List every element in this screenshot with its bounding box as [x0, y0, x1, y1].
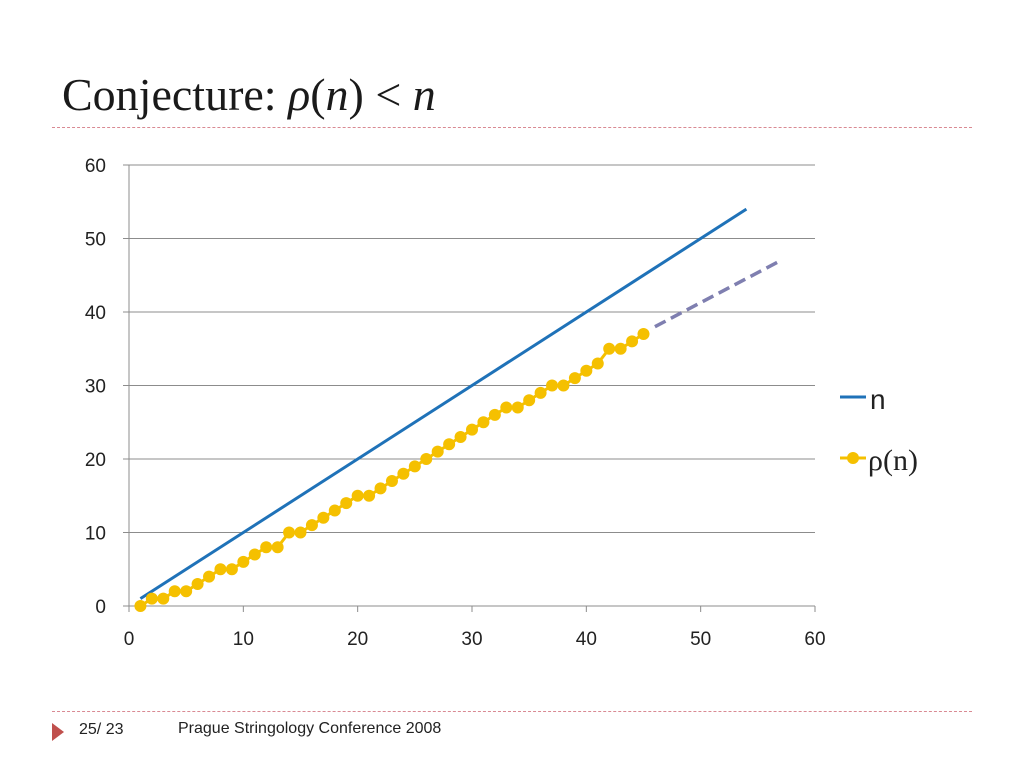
- title-rho: ρ: [288, 69, 311, 120]
- series-rho-point: [237, 555, 250, 568]
- title-less-than: <: [363, 69, 413, 120]
- x-tick-label: 20: [347, 629, 368, 650]
- series-n-line: [139, 207, 748, 600]
- series-rho-point: [603, 342, 616, 355]
- slide-title: Conjecture: ρ(n) < n: [62, 68, 436, 121]
- series-rho-point: [340, 497, 353, 510]
- title-close-paren: ): [348, 69, 364, 120]
- series-extrapolation-dashed: [654, 259, 782, 329]
- title-n-right: n: [412, 69, 436, 120]
- series-rho-point: [466, 423, 478, 436]
- footer-divider: [52, 711, 972, 712]
- title-n-argument: n: [325, 69, 349, 120]
- series-rho-point: [271, 541, 284, 554]
- footer-conference: Prague Stringology Conference 2008: [178, 720, 442, 737]
- series-rho-point: [225, 563, 238, 576]
- series-rho-point: [454, 430, 467, 443]
- series-rho-point: [420, 453, 433, 465]
- series-rho-point: [568, 372, 581, 385]
- series-rho-point: [363, 489, 376, 502]
- series-rho-point: [397, 467, 410, 480]
- x-tick-label: 60: [804, 629, 825, 650]
- series-rho-point: [157, 592, 170, 605]
- series-rho-point: [626, 335, 639, 348]
- series-rho-point: [294, 526, 307, 539]
- series-rho-point: [248, 548, 261, 561]
- series-rho-point: [500, 401, 513, 414]
- x-tick-label: 0: [124, 629, 135, 650]
- series-rho-point: [283, 526, 296, 539]
- series-rho-point: [637, 328, 650, 341]
- series-rho-point: [614, 342, 627, 355]
- series-rho-point: [580, 364, 593, 377]
- legend-rho-label: ρ(n): [868, 444, 918, 477]
- y-tick-label: 10: [85, 524, 106, 545]
- line-chart: 0 10 20 30 40 50 60 0 10 20 30 40 50 60 n ρ(n): [85, 156, 918, 650]
- series-rho-point: [180, 585, 193, 598]
- y-tick-label: 60: [85, 156, 106, 177]
- title-open-paren: (: [310, 69, 326, 120]
- series-rho-point: [328, 504, 341, 517]
- series-rho-point: [477, 416, 490, 429]
- y-tick-label: 0: [95, 597, 106, 618]
- series-rho-point: [511, 401, 524, 414]
- series-rho-point: [134, 600, 147, 612]
- footer-page-number: 25/ 23: [79, 721, 124, 738]
- y-tick-label: 30: [85, 377, 106, 398]
- series-rho-line: [139, 332, 645, 608]
- y-tick-label: 50: [85, 230, 106, 251]
- series-rho-point: [203, 570, 216, 583]
- y-tick-label: 20: [85, 450, 106, 471]
- series-rho-point: [168, 585, 181, 598]
- series-rho-point: [145, 592, 158, 605]
- series-rho-point: [443, 438, 456, 451]
- series-rho-point: [488, 408, 501, 421]
- series-rho-point: [374, 482, 387, 495]
- series-rho-point: [260, 541, 273, 554]
- series-rho-point: [557, 379, 570, 392]
- series-rho-point: [214, 563, 227, 576]
- x-tick-label: 30: [461, 629, 482, 650]
- series-rho-point: [546, 379, 559, 392]
- footer-arrow-icon: [52, 723, 64, 741]
- series-rho-point: [351, 489, 364, 502]
- series-rho-point: [305, 519, 318, 532]
- title-prefix: Conjecture:: [62, 69, 289, 120]
- x-tick-label: 50: [690, 629, 711, 650]
- legend-n-label: n: [870, 384, 886, 415]
- title-divider: [52, 127, 972, 128]
- series-rho-point: [191, 577, 204, 590]
- x-tick-label: 10: [233, 629, 254, 650]
- series-rho-point: [408, 460, 421, 473]
- series-rho-point: [534, 386, 547, 399]
- y-tick-label: 40: [85, 303, 106, 324]
- series-rho-point: [523, 394, 536, 407]
- series-rho-point: [431, 445, 444, 458]
- series-rho-point: [317, 511, 330, 524]
- legend-rho-marker: [847, 452, 859, 464]
- x-tick-label: 40: [576, 629, 597, 650]
- series-rho-point: [591, 357, 604, 370]
- series-rho-point: [385, 475, 398, 488]
